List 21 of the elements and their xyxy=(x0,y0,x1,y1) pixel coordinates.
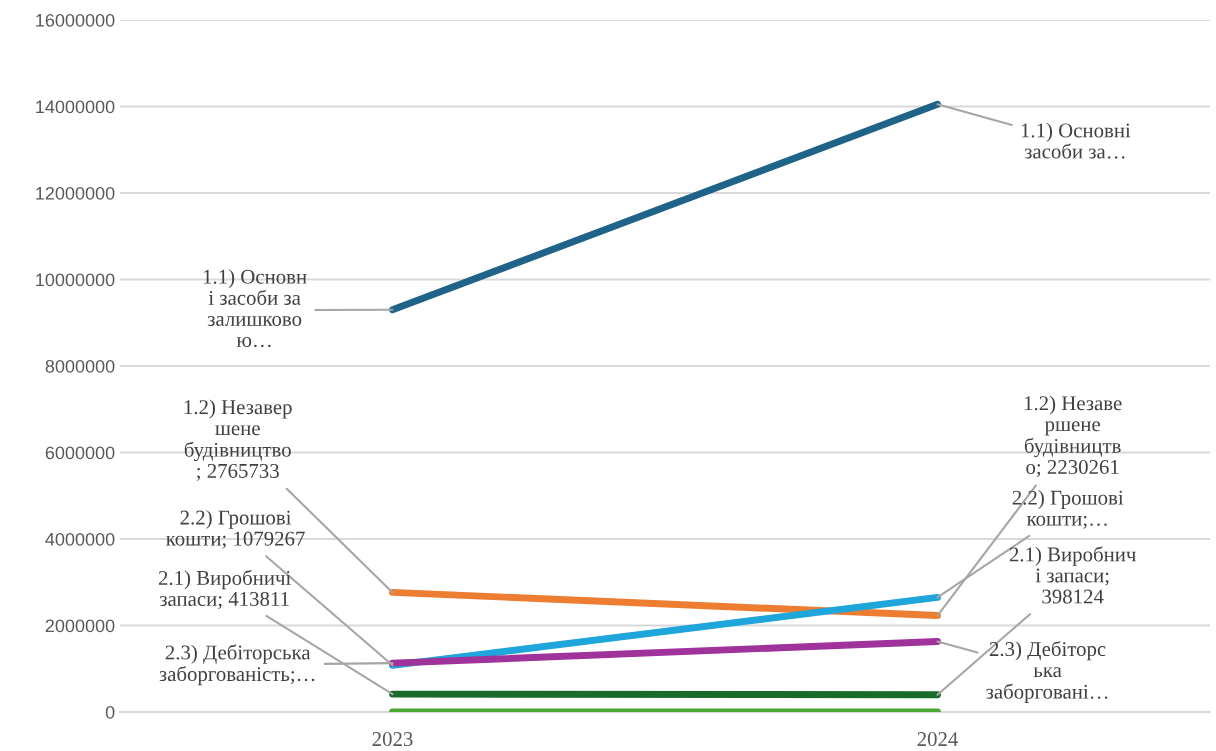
data-label: 2.3) Дебіторс ька заборговані… xyxy=(986,641,1108,703)
data-label: 2.1) Виробнич і запаси; 398124 xyxy=(1009,546,1136,604)
y-tick-label: 10000000 xyxy=(36,273,115,287)
y-tick-label: 14000000 xyxy=(36,100,115,114)
y-tick-label: 12000000 xyxy=(36,186,115,200)
data-label: 2.1) Виробничі запаси; 413811 xyxy=(158,569,291,610)
y-tick-label: 6000000 xyxy=(45,446,115,460)
x-tick-label: 2024 xyxy=(917,732,959,747)
data-label: 2.3) Дебіторська заборгованість;… xyxy=(159,644,315,686)
y-tick-label: 8000000 xyxy=(45,359,115,373)
y-tick-label: 16000000 xyxy=(36,13,115,27)
data-label: 2.2) Грошові кошти; 1079267 xyxy=(166,509,305,549)
data-label: 1.1) Основні засоби за… xyxy=(1021,122,1131,159)
data-label: 1.1) Основн і засоби за залишково ю… xyxy=(203,269,307,348)
data-label: 1.2) Незаве ршене будівництв о; 2230261 xyxy=(1024,395,1122,478)
data-label: 1.2) Незавер шене будівництво ; 2765733 xyxy=(184,399,292,481)
y-tick-label: 4000000 xyxy=(45,532,115,546)
y-tick-label: 0 xyxy=(105,705,115,719)
x-tick-label: 2023 xyxy=(372,732,413,747)
y-tick-label: 2000000 xyxy=(45,619,115,633)
data-label: 2.2) Грошові кошти;… xyxy=(1012,490,1124,529)
